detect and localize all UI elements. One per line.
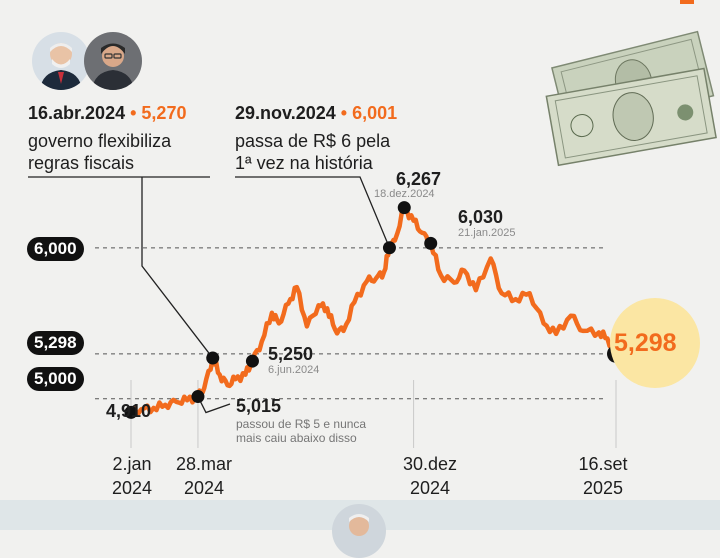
note-5015: passou de R$ 5 e nunca mais caiu abaixo … xyxy=(236,417,366,445)
note-5015-line1: passou de R$ 5 e nunca xyxy=(236,417,367,431)
x-label-2jan: 2.jan 2024 xyxy=(104,452,160,500)
data-point-2024-06-06 xyxy=(245,354,259,368)
annotation-1-line1: governo flexibiliza xyxy=(28,131,172,151)
data-point-2024-03-28 xyxy=(191,390,205,404)
connector-annotation-2 xyxy=(235,176,391,249)
x-label-28mar: 28.mar 2024 xyxy=(168,452,240,500)
x-label-16set-year: 2025 xyxy=(582,478,624,498)
x-label-28mar-year: 2024 xyxy=(183,478,225,498)
annotation-1-date: 16.abr.2024 xyxy=(28,103,126,123)
final-value-highlight xyxy=(610,298,700,388)
annotation-1-header: 16.abr.2024 • 5,270 xyxy=(28,103,187,123)
note-5015-line2: mais caiu abaixo disso xyxy=(236,431,357,445)
series-line-dollar xyxy=(128,205,619,416)
point-date-18dez: 18.dez.2024 xyxy=(374,188,435,200)
point-label-5250: 5,250 xyxy=(268,344,314,364)
annotation-1-value: 5,270 xyxy=(141,103,187,123)
x-label-30dez-year: 2024 xyxy=(409,478,451,498)
portrait-bottom xyxy=(332,504,386,558)
annotation-2-date: 29.nov.2024 xyxy=(235,103,336,123)
data-point-2024-12-18 xyxy=(397,201,411,215)
data-point-2024-01-02 xyxy=(124,405,138,419)
connector-annotation-1 xyxy=(28,176,214,359)
x-label-28mar-day: 28.mar xyxy=(175,454,233,474)
x-label-16set-day: 16.set xyxy=(578,454,628,474)
final-value: 5,298 xyxy=(614,329,677,357)
point-label-4910: 4,910 xyxy=(106,401,152,421)
x-label-2jan-day: 2.jan xyxy=(112,454,152,474)
data-point-2024-11-29 xyxy=(382,241,396,255)
portrait-haddad xyxy=(84,32,142,90)
annotation-2-line1: passa de R$ 6 pela xyxy=(235,131,391,151)
annotation-1-text: governo flexibiliza regras fiscais xyxy=(28,130,171,174)
dollar-bills-image xyxy=(540,30,720,170)
annotation-2-header: 29.nov.2024 • 6,001 xyxy=(235,103,398,123)
y-label-6000: 6,000 xyxy=(27,237,84,261)
annotation-2-text: passa de R$ 6 pela 1ª vez na história xyxy=(235,130,390,174)
portrait-lula xyxy=(32,32,90,90)
corner-mark xyxy=(680,0,694,4)
x-label-30dez-day: 30.dez xyxy=(402,454,458,474)
annotation-2-value: 6,001 xyxy=(352,103,398,123)
x-label-16set: 16.set 2025 xyxy=(570,452,636,500)
point-date-21jan: 21.jan.2025 xyxy=(458,227,516,239)
point-label-6030: 6,030 xyxy=(458,207,504,227)
point-label-5015: 5,015 xyxy=(236,396,282,416)
data-point-2024-04-16 xyxy=(206,351,220,365)
data-point-2025-01-21 xyxy=(424,236,438,250)
point-date-6jun: 6.jun.2024 xyxy=(268,364,320,376)
x-label-30dez: 30.dez 2024 xyxy=(394,452,466,500)
annotation-2-line2: 1ª vez na história xyxy=(235,153,373,173)
point-label-6267: 6,267 xyxy=(396,169,442,189)
annotation-1-line2: regras fiscais xyxy=(28,153,135,173)
x-label-2jan-year: 2024 xyxy=(111,478,153,498)
y-label-5298: 5,298 xyxy=(27,331,84,355)
y-label-5000: 5,000 xyxy=(27,367,84,391)
